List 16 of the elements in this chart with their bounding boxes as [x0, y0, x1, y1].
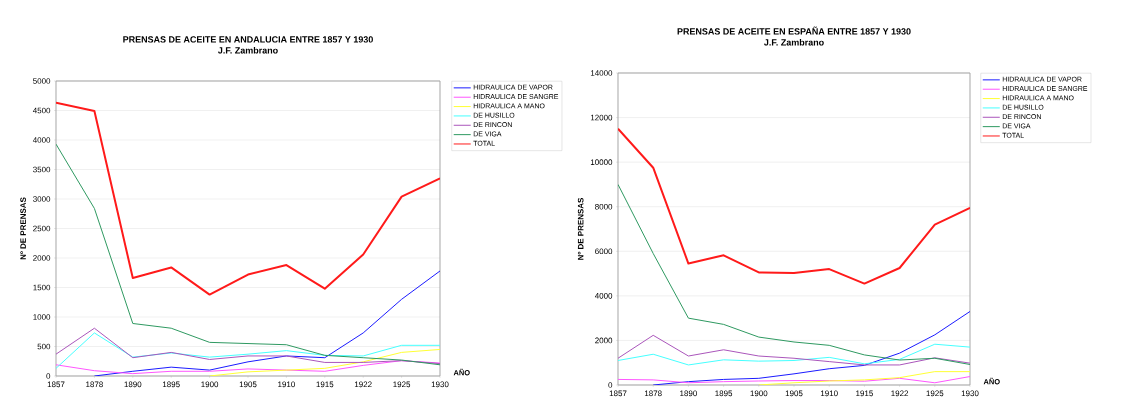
line-series — [618, 127, 971, 285]
line-series — [56, 143, 440, 366]
line-series — [209, 348, 440, 376]
line-series — [93, 270, 440, 376]
line-series — [56, 360, 440, 375]
line-series — [618, 183, 971, 365]
chart-subtitle: J.F. Zambrano — [764, 38, 824, 46]
line-series — [618, 343, 971, 366]
line-series — [618, 334, 971, 366]
line-series — [652, 310, 971, 385]
line-series — [618, 376, 971, 384]
chart-subtitle: J.F. Zambrano — [218, 46, 278, 54]
chart-title: PRENSAS DE ACEITE EN ESPAÑA ENTRE 1857 Y 1930 — [677, 26, 911, 35]
chart-title: PRENSAS DE ACEITE EN ANDALUCIA ENTRE 1857 Y 1930 — [123, 36, 373, 43]
line-series — [56, 101, 440, 296]
line-series — [758, 371, 971, 385]
